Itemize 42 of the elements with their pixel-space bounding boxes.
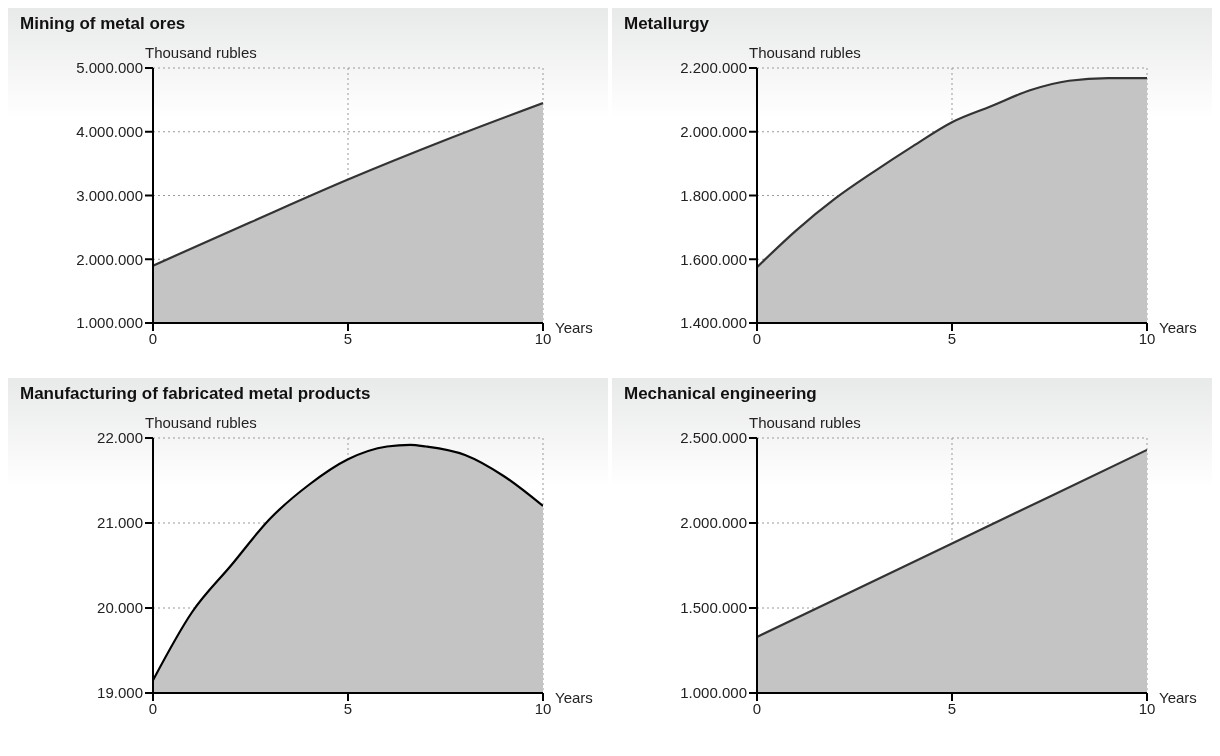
x-tick-label: 10: [534, 699, 552, 717]
x-tick-label: 10: [1138, 329, 1156, 347]
y-tick-label: 21.000: [97, 514, 143, 532]
x-tick-label: 5: [343, 699, 353, 717]
y-tick-label: 1.500.000: [680, 599, 747, 617]
chart-title: Mining of metal ores: [20, 14, 186, 34]
x-tick-label: 5: [343, 329, 353, 347]
x-tick-label: 0: [148, 699, 158, 717]
x-tick-label: 10: [1138, 699, 1156, 717]
y-tick-label: 1.000.000: [76, 314, 143, 332]
y-tick-label: 5.000.000: [76, 59, 143, 77]
x-axis-title: Years: [1159, 319, 1197, 337]
chart-title: Manufacturing of fabricated metal products: [20, 384, 371, 404]
y-tick-label: 2.500.000: [680, 429, 747, 447]
y-axis-title: Thousand rubles: [749, 414, 861, 431]
y-tick-label: 3.000.000: [76, 186, 143, 204]
x-tick-label: 5: [947, 329, 957, 347]
chart-title: Mechanical engineering: [624, 384, 817, 404]
y-axis-title: Thousand rubles: [145, 414, 257, 431]
x-axis-title: Years: [1159, 689, 1197, 707]
chart-title: Metallurgy: [624, 14, 710, 34]
y-tick-label: 1.000.000: [680, 684, 747, 702]
x-tick-label: 5: [947, 699, 957, 717]
y-tick-label: 20.000: [97, 599, 143, 617]
x-tick-label: 0: [148, 329, 158, 347]
x-tick-label: 0: [752, 699, 762, 717]
x-axis-title: Years: [555, 319, 593, 337]
y-tick-label: 22.000: [97, 429, 143, 447]
y-tick-label: 4.000.000: [76, 123, 143, 141]
y-tick-label: 1.800.000: [680, 186, 747, 204]
y-tick-label: 1.400.000: [680, 314, 747, 332]
x-tick-label: 0: [752, 329, 762, 347]
x-tick-label: 10: [534, 329, 552, 347]
y-tick-label: 2.200.000: [680, 59, 747, 77]
y-tick-label: 19.000: [97, 684, 143, 702]
y-axis-title: Thousand rubles: [749, 44, 861, 61]
y-tick-label: 2.000.000: [680, 514, 747, 532]
x-axis-title: Years: [555, 689, 593, 707]
y-tick-label: 1.600.000: [680, 250, 747, 268]
y-axis-title: Thousand rubles: [145, 44, 257, 61]
y-tick-label: 2.000.000: [680, 123, 747, 141]
y-tick-label: 2.000.000: [76, 250, 143, 268]
